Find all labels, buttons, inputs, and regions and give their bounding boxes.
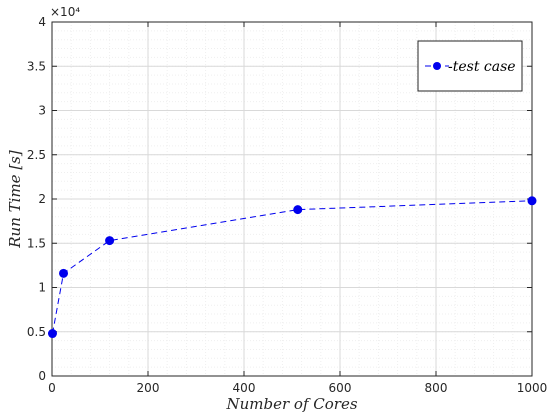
x-tick-label: 0 (48, 381, 56, 395)
y-tick-label: 0 (38, 369, 46, 383)
x-axis: 0 200 400 600 800 1000 (48, 22, 547, 395)
y-tick-label: 1 (38, 281, 46, 295)
x-axis-label: Number of Cores (225, 395, 357, 413)
data-point (59, 268, 69, 278)
y-axis: 0 0.5 1 1.5 2 2.5 3 3.5 4 (27, 15, 532, 383)
data-point (105, 236, 115, 246)
x-tick-label: 400 (233, 381, 256, 395)
y-tick-label: 0.5 (27, 325, 46, 339)
series-line (51, 200, 533, 334)
y-tick-label: 4 (38, 15, 46, 29)
x-tick-label: 200 (137, 381, 160, 395)
legend-label: -test case (448, 59, 516, 75)
data-point (293, 205, 303, 215)
data-point (47, 329, 57, 339)
y-tick-label: 3.5 (27, 59, 46, 73)
y-exponent-label: ×10⁴ (50, 5, 80, 19)
x-tick-label: 600 (329, 381, 352, 395)
data-point (527, 196, 537, 206)
x-tick-label: 800 (425, 381, 448, 395)
legend-marker (433, 62, 441, 70)
y-tick-label: 2.5 (27, 148, 46, 162)
x-tick-label: 1000 (517, 381, 548, 395)
legend: -test case (417, 40, 523, 92)
y-axis-label: Run Time [s] (6, 150, 24, 249)
y-tick-label: 2 (38, 192, 46, 206)
series-layer (47, 196, 537, 339)
y-tick-label: 3 (38, 104, 46, 118)
y-tick-label: 1.5 (27, 236, 46, 250)
